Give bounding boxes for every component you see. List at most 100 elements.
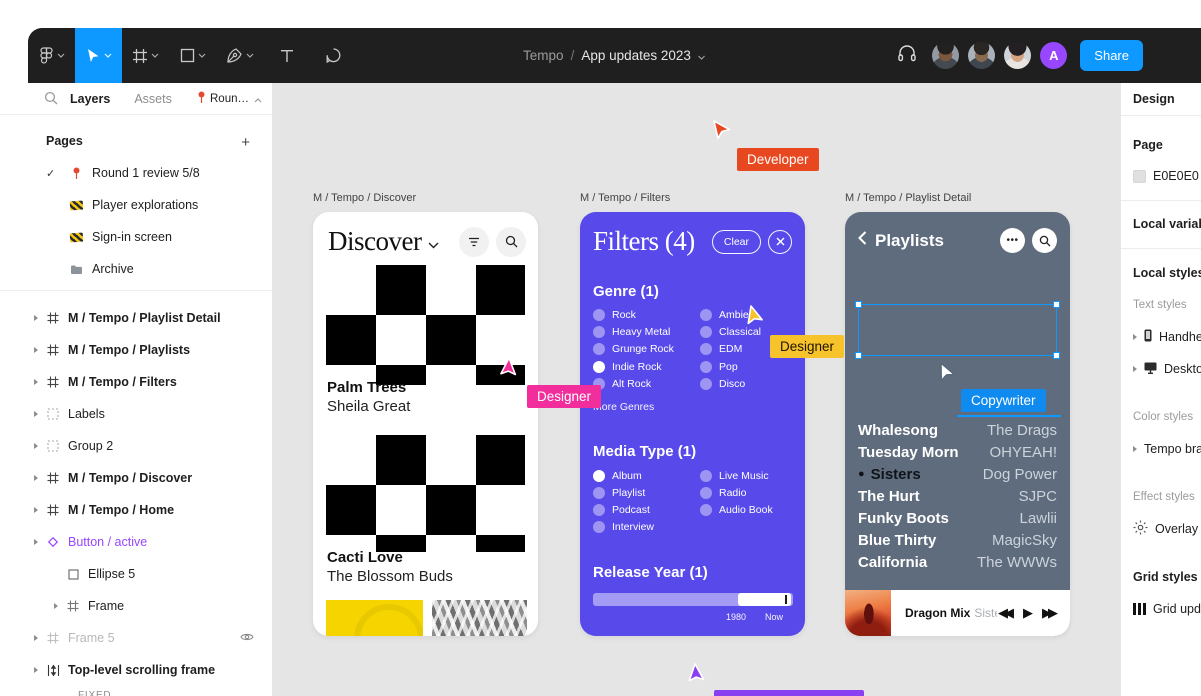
genre-option[interactable]: Ambient [700,309,758,321]
color-style-row[interactable]: Tempo brand [1133,433,1201,465]
layer-row[interactable]: Frame [0,590,272,622]
comment-tool-button[interactable] [310,28,357,83]
genre-option[interactable]: EDM [700,343,742,355]
track-row[interactable]: California The WWWs [858,551,1057,573]
layer-row[interactable]: Group 2 [0,430,272,462]
text-style-row[interactable]: Desktop [1133,353,1201,385]
expand-arrow-icon[interactable] [34,667,38,673]
genre-option[interactable]: Alt Rock [593,378,651,390]
track-row[interactable]: Blue Thirty MagicSky [858,529,1057,551]
selection-handle[interactable] [1053,352,1060,359]
media-option-selected[interactable]: Album [593,470,642,482]
grid-style-row[interactable]: Grid update [1133,593,1201,625]
page-row[interactable]: Sign-in screen [0,221,272,253]
selection-handle[interactable] [855,352,862,359]
page-row[interactable]: Player explorations [0,189,272,221]
player-album-art[interactable] [845,590,891,636]
layer-row[interactable]: Top-level scrolling frame [0,654,272,686]
move-tool-button[interactable] [75,28,122,83]
layer-row-component[interactable]: Button / active [0,526,272,558]
layer-row[interactable]: Ellipse 5 [0,558,272,590]
expand-arrow-icon[interactable] [34,411,38,417]
release-year-slider[interactable] [593,593,793,606]
expand-arrow-icon[interactable] [34,443,38,449]
back-chevron-icon[interactable] [858,231,867,250]
media-option[interactable]: Interview [593,521,654,533]
layer-row[interactable]: M / Tempo / Filters [0,366,272,398]
frame-tool-button[interactable] [122,28,169,83]
expand-arrow-icon[interactable] [34,347,38,353]
expand-arrow-icon[interactable] [1133,334,1137,340]
search-button[interactable] [496,226,526,257]
tab-assets[interactable]: Assets [134,91,172,106]
more-options-button[interactable]: ••• [1000,228,1025,253]
expand-arrow-icon[interactable] [34,539,38,545]
frame-title[interactable]: M / Tempo / Playlist Detail [845,192,972,204]
collaborator-avatar[interactable] [1004,42,1032,69]
share-button[interactable]: Share [1080,40,1143,71]
main-menu-button[interactable] [28,28,75,83]
filter-button[interactable] [459,226,489,257]
document-title[interactable]: Tempo / App updates 2023 [523,28,706,83]
local-variables-title[interactable]: Local variables [1133,217,1201,231]
genre-option[interactable]: Classical [700,326,761,338]
layer-row[interactable]: M / Tempo / Playlists [0,334,272,366]
shape-tool-button[interactable] [169,28,216,83]
layer-row[interactable]: M / Tempo / Discover [0,462,272,494]
expand-arrow-icon[interactable] [34,507,38,513]
current-user-avatar[interactable]: A [1040,42,1068,69]
discover-title[interactable]: Discover [328,226,422,256]
genre-option[interactable]: Rock [593,309,636,321]
media-option[interactable]: Live Music [700,470,769,482]
genre-option[interactable]: Pop [700,361,738,373]
album-title[interactable]: Palm Trees [327,379,407,396]
more-genres-link[interactable]: More Genres [593,401,655,413]
selection-handle[interactable] [855,301,862,308]
slider-handle[interactable] [738,593,791,606]
expand-arrow-icon[interactable] [34,315,38,321]
album-title[interactable]: Cacti Love [327,549,403,566]
expand-arrow-icon[interactable] [34,379,38,385]
search-icon[interactable] [44,91,58,108]
page-row-current[interactable]: ✓ Round 1 review 5/8 [0,157,272,189]
expand-arrow-icon[interactable] [1133,366,1137,372]
track-row[interactable]: Whalesong The Drags [858,419,1057,441]
pinned-page-indicator[interactable]: Round 1 review 5/8 [197,83,262,115]
album-thumb-silver[interactable] [432,600,527,636]
frame-title[interactable]: M / Tempo / Discover [313,192,417,204]
expand-arrow-icon[interactable] [1133,446,1137,452]
visibility-eye-icon[interactable] [240,631,254,645]
layer-row[interactable]: Labels [0,398,272,430]
text-tool-button[interactable] [263,28,310,83]
genre-option[interactable]: Grunge Rock [593,343,674,355]
media-option[interactable]: Radio [700,487,746,499]
layer-row[interactable]: M / Tempo / Playlist Detail [0,302,272,334]
track-row[interactable]: Tuesday Morn OHYEAH! [858,441,1057,463]
expand-arrow-icon[interactable] [54,603,58,609]
track-row-playing[interactable]: ● Sisters Dog Power [858,463,1057,485]
layer-row[interactable]: M / Tempo / Home [0,494,272,526]
page-row[interactable]: Archive [0,253,272,285]
media-option[interactable]: Podcast [593,504,650,516]
expand-arrow-icon[interactable] [34,475,38,481]
media-option[interactable]: Audio Book [700,504,773,516]
search-button[interactable] [1032,228,1057,253]
text-style-row[interactable]: Handheld [1133,321,1201,353]
collaborator-avatar[interactable] [932,42,960,69]
track-row[interactable]: The Hurt SJPC [858,485,1057,507]
track-row[interactable]: Funky Boots Lawlii [858,507,1057,529]
frame-title[interactable]: M / Tempo / Filters [580,192,671,204]
layer-row-hidden[interactable]: Frame 5 [0,622,272,654]
genre-option[interactable]: Disco [700,378,745,390]
skip-back-icon[interactable]: ◀◀ [998,605,1014,620]
tab-layers[interactable]: Layers [70,91,111,106]
tab-design[interactable]: Design [1133,92,1175,106]
effect-style-row[interactable]: Overlay dark [1133,513,1201,545]
add-page-button[interactable]: + [241,134,250,151]
album-thumb-yellow[interactable] [326,600,423,636]
color-swatch[interactable] [1133,169,1146,183]
canvas[interactable]: M / Tempo / Discover M / Tempo / Filters… [273,83,1120,696]
page-color-row[interactable]: E0E0E0 [1133,160,1201,192]
clear-filters-button[interactable]: Clear [711,229,761,254]
expand-arrow-icon[interactable] [34,635,38,641]
